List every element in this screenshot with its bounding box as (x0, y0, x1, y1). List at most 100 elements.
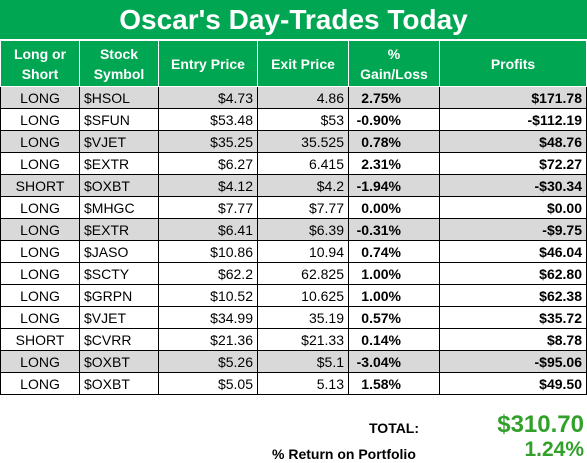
cell-entry-price[interactable]: $62.2 (158, 262, 258, 285)
column-header-profits[interactable]: Profits (439, 40, 587, 87)
cell-symbol[interactable]: $HSOL (79, 86, 159, 109)
cell-exit-price[interactable]: $4.2 (257, 174, 349, 197)
cell-symbol[interactable]: $VJET (79, 130, 159, 153)
cell-profit[interactable]: $62.80 (439, 262, 587, 285)
column-header-entry-price[interactable]: Entry Price (158, 40, 258, 87)
cell-entry-price[interactable]: $35.25 (158, 130, 258, 153)
cell-profit[interactable]: $62.38 (439, 284, 587, 307)
cell-gain-loss[interactable]: -3.04% (348, 350, 440, 373)
table-row: LONG $EXTR $6.27 6.415 2.31% $72.27 (0, 152, 587, 175)
cell-type[interactable]: LONG (0, 284, 80, 307)
total-value[interactable]: $310.70 (497, 411, 584, 438)
cell-gain-loss[interactable]: 2.75% (348, 86, 440, 109)
cell-symbol[interactable]: $VJET (79, 306, 159, 329)
trades-table: Long or Short Stock Symbol Entry Price E… (0, 40, 587, 395)
cell-gain-loss[interactable]: 1.00% (348, 284, 440, 307)
cell-exit-price[interactable]: 35.19 (257, 306, 349, 329)
cell-exit-price[interactable]: 10.94 (257, 240, 349, 263)
cell-type[interactable]: LONG (0, 152, 80, 175)
column-header-long-short[interactable]: Long or Short (0, 40, 80, 87)
cell-exit-price[interactable]: $6.39 (257, 218, 349, 241)
cell-exit-price[interactable]: 10.625 (257, 284, 349, 307)
cell-symbol[interactable]: $CVRR (79, 328, 159, 351)
cell-gain-loss[interactable]: -0.31% (348, 218, 440, 241)
cell-type[interactable]: LONG (0, 196, 80, 219)
cell-exit-price[interactable]: 62.825 (257, 262, 349, 285)
cell-type[interactable]: LONG (0, 350, 80, 373)
column-header-stock-symbol[interactable]: Stock Symbol (79, 40, 159, 87)
cell-gain-loss[interactable]: -0.90% (348, 108, 440, 131)
cell-type[interactable]: LONG (0, 262, 80, 285)
cell-profit[interactable]: $46.04 (439, 240, 587, 263)
cell-type[interactable]: SHORT (0, 328, 80, 351)
cell-entry-price[interactable]: $10.86 (158, 240, 258, 263)
cell-profit[interactable]: -$95.06 (439, 350, 587, 373)
cell-profit[interactable]: $35.72 (439, 306, 587, 329)
cell-exit-price[interactable]: 35.525 (257, 130, 349, 153)
cell-symbol[interactable]: $EXTR (79, 152, 159, 175)
cell-type[interactable]: LONG (0, 108, 80, 131)
gain-loss-value: 2.75% (361, 89, 401, 106)
cell-type[interactable]: LONG (0, 130, 80, 153)
cell-symbol[interactable]: $OXBT (79, 350, 159, 373)
cell-symbol[interactable]: $OXBT (79, 372, 159, 395)
gain-loss-value: 0.74% (361, 243, 401, 260)
cell-entry-price[interactable]: $5.26 (158, 350, 258, 373)
column-header-exit-price[interactable]: Exit Price (257, 40, 349, 87)
cell-symbol[interactable]: $MHGC (79, 196, 159, 219)
cell-entry-price[interactable]: $10.52 (158, 284, 258, 307)
header-row: Long or Short Stock Symbol Entry Price E… (0, 40, 587, 87)
cell-exit-price[interactable]: 6.415 (257, 152, 349, 175)
cell-entry-price[interactable]: $7.77 (158, 196, 258, 219)
cell-gain-loss[interactable]: 0.78% (348, 130, 440, 153)
cell-gain-loss[interactable]: 0.74% (348, 240, 440, 263)
cell-gain-loss[interactable]: 0.00% (348, 196, 440, 219)
cell-entry-price[interactable]: $4.73 (158, 86, 258, 109)
cell-type[interactable]: LONG (0, 372, 80, 395)
cell-entry-price[interactable]: $6.27 (158, 152, 258, 175)
cell-profit[interactable]: $171.78 (439, 86, 587, 109)
cell-profit[interactable]: $8.78 (439, 328, 587, 351)
cell-profit[interactable]: $49.50 (439, 372, 587, 395)
cell-profit[interactable]: $0.00 (439, 196, 587, 219)
cell-profit[interactable]: $72.27 (439, 152, 587, 175)
cell-exit-price[interactable]: 4.86 (257, 86, 349, 109)
gain-loss-value: 0.78% (361, 133, 401, 150)
cell-symbol[interactable]: $GRPN (79, 284, 159, 307)
cell-profit[interactable]: -$9.75 (439, 218, 587, 241)
cell-entry-price[interactable]: $21.36 (158, 328, 258, 351)
cell-gain-loss[interactable]: 1.58% (348, 372, 440, 395)
cell-gain-loss[interactable]: -1.94% (348, 174, 440, 197)
cell-exit-price[interactable]: $21.33 (257, 328, 349, 351)
cell-entry-price[interactable]: $34.99 (158, 306, 258, 329)
return-value[interactable]: 1.24% (524, 438, 584, 461)
cell-symbol[interactable]: $SCTY (79, 262, 159, 285)
cell-symbol[interactable]: $EXTR (79, 218, 159, 241)
cell-entry-price[interactable]: $53.48 (158, 108, 258, 131)
cell-exit-price[interactable]: $7.77 (257, 196, 349, 219)
cell-entry-price[interactable]: $5.05 (158, 372, 258, 395)
cell-gain-loss[interactable]: 0.57% (348, 306, 440, 329)
cell-exit-price[interactable]: $5.1 (257, 350, 349, 373)
column-header-gain-loss[interactable]: % Gain/Loss (348, 40, 440, 87)
cell-entry-price[interactable]: $4.12 (158, 174, 258, 197)
cell-symbol[interactable]: $SFUN (79, 108, 159, 131)
gain-loss-value: 2.31% (361, 155, 401, 172)
cell-profit[interactable]: -$112.19 (439, 108, 587, 131)
cell-type[interactable]: SHORT (0, 174, 80, 197)
cell-profit[interactable]: $48.76 (439, 130, 587, 153)
cell-type[interactable]: LONG (0, 306, 80, 329)
cell-gain-loss[interactable]: 0.14% (348, 328, 440, 351)
cell-exit-price[interactable]: $53 (257, 108, 349, 131)
cell-exit-price[interactable]: 5.13 (257, 372, 349, 395)
cell-type[interactable]: LONG (0, 86, 80, 109)
cell-type[interactable]: LONG (0, 218, 80, 241)
cell-symbol[interactable]: $JASO (79, 240, 159, 263)
cell-gain-loss[interactable]: 1.00% (348, 262, 440, 285)
cell-entry-price[interactable]: $6.41 (158, 218, 258, 241)
cell-profit[interactable]: -$30.34 (439, 174, 587, 197)
cell-gain-loss[interactable]: 2.31% (348, 152, 440, 175)
table-row: LONG $JASO $10.86 10.94 0.74% $46.04 (0, 240, 587, 263)
cell-symbol[interactable]: $OXBT (79, 174, 159, 197)
cell-type[interactable]: LONG (0, 240, 80, 263)
